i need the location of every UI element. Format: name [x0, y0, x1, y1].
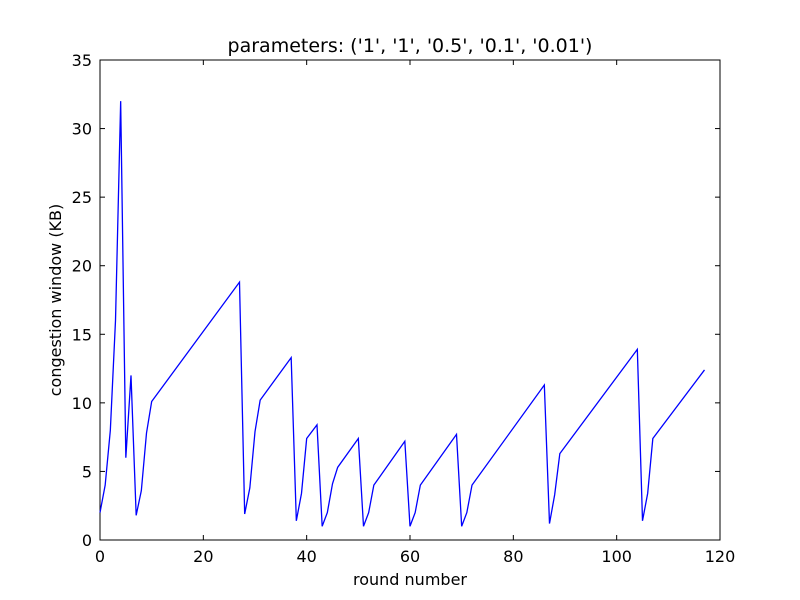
series-line: [99, 101, 706, 527]
plot-area-frame: [99, 59, 721, 541]
y-tick-label: 15: [72, 325, 92, 344]
y-axis-label: congestion window (KB): [46, 204, 65, 397]
y-tick-label: 20: [72, 257, 92, 276]
y-tick-label: 10: [72, 394, 92, 413]
x-tick-label: 120: [705, 547, 736, 566]
y-tick-label: 35: [72, 51, 92, 70]
series-layer: [99, 101, 706, 527]
ticks-layer: 0 20 40 60 80 100 120 0 5 10 15 20 25 30 35: [72, 51, 736, 566]
x-axis-label: round number: [353, 570, 467, 589]
x-tick-label: 100: [601, 547, 632, 566]
x-tick-label: 40: [296, 547, 316, 566]
x-tick-label: 20: [193, 547, 213, 566]
x-tick-label: 60: [400, 547, 420, 566]
y-tick-label: 25: [72, 188, 92, 207]
chart-title: parameters: ('1', '1', '0.5', '0.1', '0.…: [228, 35, 593, 57]
y-tick-label: 30: [72, 120, 92, 139]
x-tick-label: 80: [503, 547, 523, 566]
x-tick-label: 0: [95, 547, 105, 566]
y-tick-label: 0: [82, 531, 92, 550]
y-tick-label: 5: [82, 462, 92, 481]
